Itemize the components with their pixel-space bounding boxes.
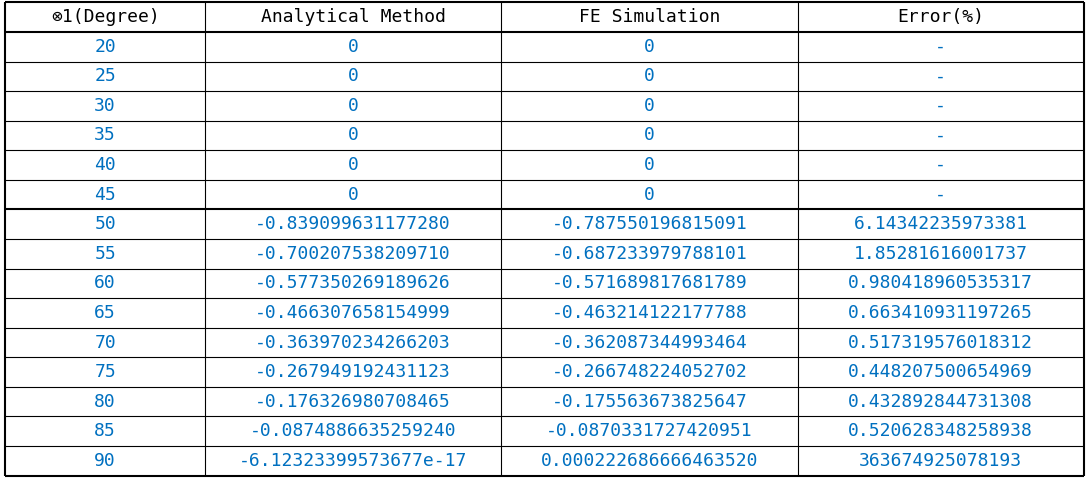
Text: -: - [935, 97, 946, 115]
Text: 0.448207500654969: 0.448207500654969 [848, 363, 1033, 381]
Text: -0.175563673825647: -0.175563673825647 [552, 392, 747, 411]
Text: -0.577350269189626: -0.577350269189626 [255, 274, 451, 293]
Text: 1.85281616001737: 1.85281616001737 [854, 245, 1028, 263]
Text: 80: 80 [95, 392, 117, 411]
Text: 0: 0 [645, 185, 656, 204]
Text: 50: 50 [95, 215, 117, 233]
Text: 0.980418960535317: 0.980418960535317 [848, 274, 1033, 293]
Text: 0: 0 [645, 38, 656, 56]
Text: 55: 55 [95, 245, 117, 263]
Text: 70: 70 [95, 334, 117, 351]
Text: -: - [935, 38, 946, 56]
Text: 0: 0 [347, 67, 358, 86]
Text: -: - [935, 185, 946, 204]
Text: 0: 0 [645, 156, 656, 174]
Text: -0.687233979788101: -0.687233979788101 [552, 245, 747, 263]
Text: FE Simulation: FE Simulation [579, 8, 720, 26]
Text: -0.176326980708465: -0.176326980708465 [255, 392, 451, 411]
Text: 40: 40 [95, 156, 117, 174]
Text: 25: 25 [95, 67, 117, 86]
Text: 65: 65 [95, 304, 117, 322]
Text: -0.0870331727420951: -0.0870331727420951 [547, 422, 752, 440]
Text: 6.14342235973381: 6.14342235973381 [854, 215, 1028, 233]
Text: 30: 30 [95, 97, 117, 115]
Text: 0.663410931197265: 0.663410931197265 [848, 304, 1033, 322]
Text: 85: 85 [95, 422, 117, 440]
Text: -0.466307658154999: -0.466307658154999 [255, 304, 451, 322]
Text: Error(%): Error(%) [897, 8, 984, 26]
Text: 0.000222686666463520: 0.000222686666463520 [541, 452, 758, 470]
Text: ⊗1(Degree): ⊗1(Degree) [51, 8, 160, 26]
Text: 0: 0 [347, 38, 358, 56]
Text: -0.571689817681789: -0.571689817681789 [552, 274, 747, 293]
Text: -0.463214122177788: -0.463214122177788 [552, 304, 747, 322]
Text: -0.362087344993464: -0.362087344993464 [552, 334, 747, 351]
Text: 0.517319576018312: 0.517319576018312 [848, 334, 1033, 351]
Text: -0.700207538209710: -0.700207538209710 [255, 245, 451, 263]
Text: Analytical Method: Analytical Method [260, 8, 445, 26]
Text: -: - [935, 127, 946, 144]
Text: 363674925078193: 363674925078193 [859, 452, 1023, 470]
Text: -0.363970234266203: -0.363970234266203 [255, 334, 451, 351]
Text: -0.839099631177280: -0.839099631177280 [255, 215, 451, 233]
Text: 90: 90 [95, 452, 117, 470]
Text: 0: 0 [347, 97, 358, 115]
Text: 45: 45 [95, 185, 117, 204]
Text: -0.0874886635259240: -0.0874886635259240 [249, 422, 456, 440]
Text: 0: 0 [645, 97, 656, 115]
Text: 60: 60 [95, 274, 117, 293]
Text: 0: 0 [645, 67, 656, 86]
Text: 0: 0 [645, 127, 656, 144]
Text: -0.267949192431123: -0.267949192431123 [255, 363, 451, 381]
Text: 0: 0 [347, 156, 358, 174]
Text: -: - [935, 156, 946, 174]
Text: 20: 20 [95, 38, 117, 56]
Text: 75: 75 [95, 363, 117, 381]
Text: -: - [935, 67, 946, 86]
Text: 35: 35 [95, 127, 117, 144]
Text: -0.266748224052702: -0.266748224052702 [552, 363, 747, 381]
Text: 0.432892844731308: 0.432892844731308 [848, 392, 1033, 411]
Text: -6.12323399573677e-17: -6.12323399573677e-17 [238, 452, 467, 470]
Text: -0.787550196815091: -0.787550196815091 [552, 215, 747, 233]
Text: 0: 0 [347, 185, 358, 204]
Text: 0.520628348258938: 0.520628348258938 [848, 422, 1033, 440]
Text: 0: 0 [347, 127, 358, 144]
